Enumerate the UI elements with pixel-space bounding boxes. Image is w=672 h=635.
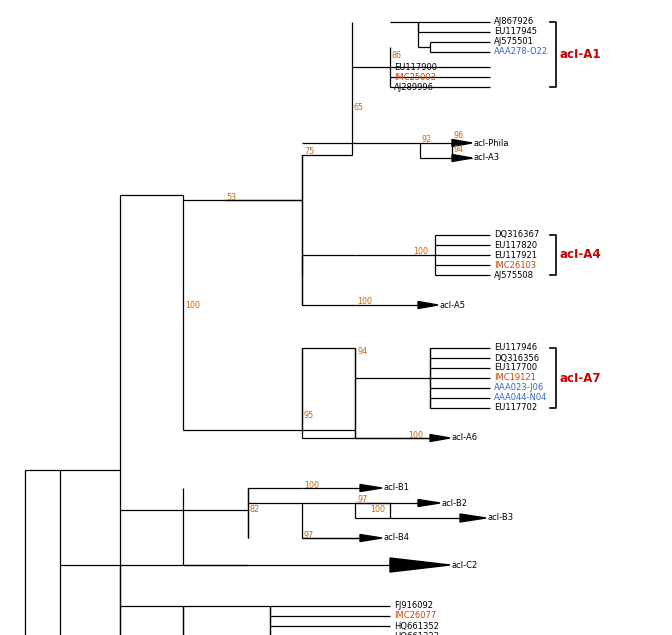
Polygon shape	[430, 434, 450, 441]
Text: EU117820: EU117820	[494, 241, 537, 250]
Text: EU117946: EU117946	[494, 344, 537, 352]
Polygon shape	[452, 140, 472, 147]
Text: 95: 95	[304, 410, 314, 420]
Text: EU117900: EU117900	[394, 62, 437, 72]
Text: acI-A1: acI-A1	[560, 48, 601, 61]
Polygon shape	[418, 302, 438, 309]
Text: acl-B3: acl-B3	[488, 514, 514, 523]
Text: EU117702: EU117702	[494, 403, 537, 413]
Polygon shape	[460, 514, 486, 522]
Text: 100: 100	[185, 300, 200, 309]
Text: 100: 100	[357, 298, 372, 307]
Text: IMC25003: IMC25003	[394, 72, 436, 81]
Text: 82: 82	[250, 505, 260, 514]
Polygon shape	[418, 500, 440, 507]
Text: AJ867926: AJ867926	[494, 18, 534, 27]
Text: acI-A7: acI-A7	[560, 371, 601, 385]
Polygon shape	[452, 154, 472, 161]
Text: acl-B4: acl-B4	[384, 533, 410, 542]
Text: EU117945: EU117945	[494, 27, 537, 36]
Text: acl-A3: acl-A3	[474, 154, 500, 163]
Text: 96: 96	[454, 131, 464, 140]
Text: DQ316356: DQ316356	[494, 354, 539, 363]
Text: 100: 100	[408, 431, 423, 439]
Text: HQ661323: HQ661323	[394, 631, 439, 635]
Text: 100: 100	[304, 481, 319, 490]
Text: IMC19121: IMC19121	[494, 373, 536, 382]
Text: 100: 100	[370, 505, 385, 514]
Text: 94: 94	[454, 145, 464, 154]
Text: AJ575508: AJ575508	[494, 271, 534, 279]
Text: acl-C2: acl-C2	[452, 561, 478, 570]
Text: 97: 97	[357, 495, 368, 504]
Text: 65: 65	[354, 102, 364, 112]
Text: AAA278-O22: AAA278-O22	[494, 48, 548, 57]
Polygon shape	[390, 558, 450, 572]
Text: AAA044-N04: AAA044-N04	[494, 394, 548, 403]
Text: acl-B2: acl-B2	[442, 498, 468, 507]
Text: acI-A4: acI-A4	[560, 248, 601, 262]
Text: 97: 97	[304, 530, 314, 540]
Text: 94: 94	[357, 347, 367, 356]
Text: acl-A5: acl-A5	[440, 300, 466, 309]
Text: 86: 86	[392, 51, 402, 60]
Text: 75: 75	[304, 147, 314, 156]
Text: acl-A6: acl-A6	[452, 434, 478, 443]
Text: 100: 100	[413, 248, 428, 257]
Text: 53: 53	[226, 192, 236, 201]
Text: AJ289996: AJ289996	[394, 83, 434, 91]
Text: HQ661352: HQ661352	[394, 622, 439, 631]
Text: EU117921: EU117921	[494, 250, 537, 260]
Text: acl-Phila: acl-Phila	[474, 138, 509, 147]
Text: DQ316367: DQ316367	[494, 231, 539, 239]
Text: AJ575501: AJ575501	[494, 37, 534, 46]
Polygon shape	[360, 535, 382, 542]
Text: 92: 92	[422, 135, 432, 145]
Polygon shape	[360, 485, 382, 491]
Text: FJ916092: FJ916092	[394, 601, 433, 610]
Text: EU117700: EU117700	[494, 363, 537, 373]
Text: acl-B1: acl-B1	[384, 483, 410, 493]
Text: IMC26103: IMC26103	[494, 260, 536, 269]
Text: AAA023-J06: AAA023-J06	[494, 384, 544, 392]
Text: IMC26077: IMC26077	[394, 612, 436, 620]
